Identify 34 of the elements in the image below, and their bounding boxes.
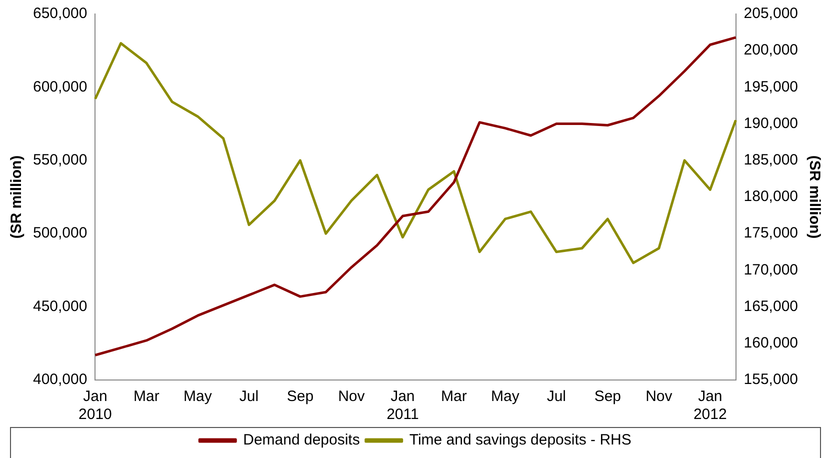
y2-tick-label: 195,000 [744, 78, 798, 96]
y-tick-label: 600,000 [32, 78, 88, 96]
legend-label: Demand deposits [243, 432, 360, 449]
x-tick-label: Jul [546, 388, 566, 406]
y2-tick-label: 175,000 [744, 224, 798, 242]
y2-tick-label: 155,000 [744, 371, 798, 388]
x-tick-label: May [491, 388, 520, 406]
y2-tick-label: 180,000 [744, 188, 798, 206]
y2-tick-label: 165,000 [744, 298, 798, 315]
x-tick-label: Jul [239, 388, 259, 406]
x-tick-label: Mar [134, 388, 160, 406]
x-tick-label: Nov [646, 388, 673, 406]
y2-tick-label: 160,000 [744, 334, 798, 352]
y-axis-title: (SR million) [8, 155, 26, 239]
legend-label: Time and savings deposits - RHS [409, 432, 632, 449]
y-tick-label: 500,000 [32, 224, 88, 242]
y2-tick-label: 200,000 [744, 42, 798, 59]
x-tick-label: May [184, 388, 212, 406]
y-tick-label: 550,000 [32, 152, 88, 169]
y2-axis-title: (SR million) [806, 155, 823, 239]
y-tick-label: 400,000 [32, 371, 88, 388]
x-tick-label: Mar [441, 388, 467, 406]
y-tick-label: 650,000 [32, 5, 88, 22]
x-tick-label: Sep [594, 388, 622, 406]
x-tick-label: Nov [338, 388, 366, 406]
y2-tick-label: 205,000 [744, 5, 798, 22]
y2-tick-label: 190,000 [744, 114, 798, 132]
x-tick-label: Jan 2011 [386, 388, 419, 424]
y-tick-label: 450,000 [32, 298, 88, 315]
y2-tick-label: 185,000 [744, 152, 798, 169]
x-tick-label: Jan 2012 [693, 388, 727, 424]
y2-tick-label: 170,000 [744, 261, 798, 278]
x-tick-label: Sep [286, 388, 314, 406]
x-tick-label: Jan 2010 [78, 388, 112, 424]
